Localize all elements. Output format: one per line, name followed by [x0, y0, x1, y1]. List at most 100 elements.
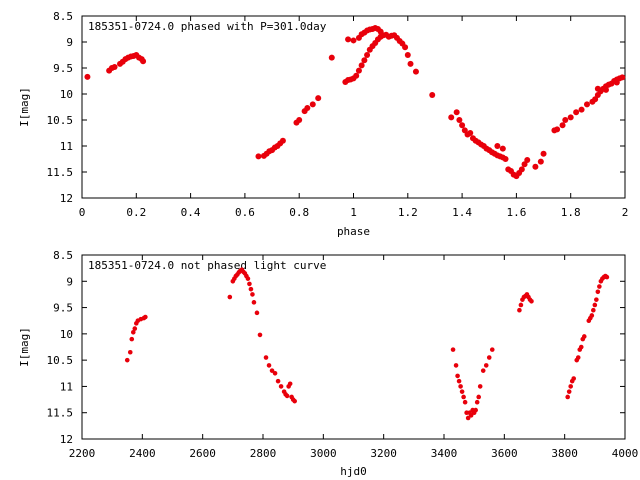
bottom-data-point [257, 332, 263, 338]
top-xtick-label: 1.4 [452, 206, 472, 219]
bottom-data-point [278, 384, 284, 389]
bottom-data-point [480, 368, 486, 373]
top-xtick-label: 1.2 [398, 206, 418, 219]
bottom-data-point [130, 329, 136, 335]
bottom-ytick-label: 12 [60, 433, 73, 446]
top-ytick-label: 11.5 [47, 166, 74, 179]
top-data-point [459, 122, 466, 129]
bottom-data-point [486, 355, 492, 360]
bottom-data-point [292, 398, 297, 404]
bottom-data-point [459, 389, 465, 394]
top-data-point [494, 143, 501, 149]
top-data-point [540, 150, 547, 157]
bottom-data-point [247, 281, 252, 287]
bottom-data-point [266, 363, 272, 368]
bottom-data-point [263, 355, 269, 360]
top-data-point [111, 63, 118, 70]
top-data-point [345, 36, 352, 43]
top-data-point [583, 101, 590, 108]
bottom-xtick-label: 2200 [69, 447, 96, 460]
top-data-point [355, 67, 362, 74]
bottom-ytick-label: 11.5 [47, 407, 74, 420]
bottom-ytick-label: 11 [60, 380, 73, 393]
bottom-data-point [565, 394, 570, 400]
bottom-data-point [124, 357, 130, 363]
bottom-data-point [254, 310, 260, 316]
bottom-data-point [489, 347, 495, 352]
bottom-xtick-label: 2800 [250, 447, 277, 460]
bottom-data-point [245, 276, 251, 281]
top-xtick-label: 1.8 [561, 206, 581, 219]
top-data-point [602, 86, 609, 93]
bottom-x-axis-label: hjd0 [340, 465, 367, 478]
top-data-point [309, 101, 316, 108]
bottom-data-point [594, 297, 599, 302]
top-xtick-label: 0.4 [181, 206, 201, 219]
top-ytick-label: 8.5 [53, 10, 73, 23]
bottom-data-point [474, 399, 480, 405]
top-data-point [350, 37, 357, 44]
top-data-point [407, 60, 414, 67]
bottom-data-point [591, 307, 596, 313]
top-x-axis-label: phase [337, 225, 370, 238]
top-data-point [404, 52, 411, 58]
bottom-data-point [592, 302, 598, 308]
bottom-ytick-label: 9 [66, 275, 73, 288]
top-data-point [499, 145, 506, 152]
bottom-data-point [227, 294, 233, 300]
top-data-point [364, 52, 371, 58]
top-data-point [554, 126, 561, 133]
bottom-data-point [453, 363, 459, 368]
top-data-point [567, 114, 574, 121]
bottom-panel: 2200 2400 2600 2800 3000 3200 3400 3600 3800 4000… [18, 249, 638, 478]
top-data-point [84, 73, 91, 80]
top-data-point [537, 158, 544, 165]
bottom-xtick-label: 2600 [189, 447, 216, 460]
top-xtick-label: 0.6 [235, 206, 255, 219]
top-data-point [619, 74, 626, 81]
bottom-xtick-label: 3400 [431, 447, 458, 460]
top-data-point [255, 153, 262, 160]
bottom-data-point [581, 334, 587, 339]
bottom-data-point [604, 274, 610, 280]
bottom-data-point [127, 349, 133, 355]
top-data-point [279, 137, 286, 144]
bottom-ytick-label: 9.5 [53, 302, 73, 315]
top-data-points [84, 24, 626, 180]
bottom-data-point [284, 393, 290, 399]
bottom-data-point [476, 394, 481, 400]
top-xtick-label: 0.2 [126, 206, 146, 219]
bottom-data-point [477, 384, 483, 389]
top-ytick-label: 9.5 [53, 62, 73, 75]
bottom-data-point [518, 302, 524, 308]
bottom-data-points [124, 267, 610, 421]
top-data-point [532, 163, 539, 170]
bottom-data-point [287, 381, 293, 387]
top-data-point [315, 95, 322, 102]
top-data-point [573, 109, 580, 116]
top-ytick-label: 9 [66, 36, 73, 49]
bottom-data-point [468, 413, 474, 418]
top-y-axis-label: I[mag] [18, 87, 31, 127]
bottom-plot-frame [81, 254, 626, 440]
top-data-point [448, 114, 455, 121]
top-ytick-label: 12 [60, 192, 73, 205]
bottom-y-axis-label: I[mag] [18, 327, 31, 367]
top-data-point [304, 105, 311, 112]
bottom-xtick-label: 2400 [129, 447, 156, 460]
top-data-point [402, 44, 409, 51]
top-data-point [559, 122, 566, 129]
top-ytick-label: 10.5 [47, 114, 74, 127]
top-xtick-label: 0.8 [289, 206, 309, 219]
bottom-data-point [275, 378, 281, 384]
bottom-xtick-label: 3200 [370, 447, 397, 460]
bottom-xtick-label: 3600 [491, 447, 518, 460]
top-data-point [524, 157, 531, 164]
bottom-data-point [250, 292, 255, 297]
bottom-data-point [248, 286, 254, 292]
top-data-point [456, 117, 463, 123]
top-panel: 0 0.2 0.4 0.6 0.8 1 1.2 1.4 1.6 1.8 2 8.5 9 9.5 10 10.5… [18, 10, 628, 238]
top-data-point [502, 156, 509, 162]
bottom-data-point [465, 415, 471, 421]
